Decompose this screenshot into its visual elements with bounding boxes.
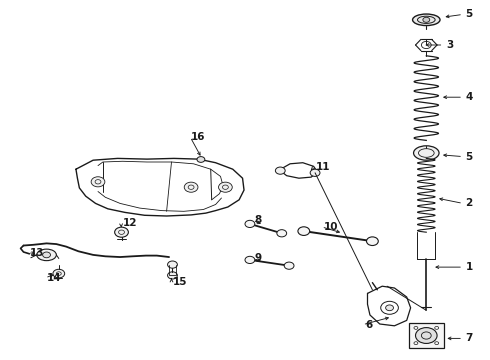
Text: 4: 4 — [466, 92, 473, 102]
Circle shape — [168, 272, 177, 279]
Circle shape — [43, 252, 50, 258]
Text: 10: 10 — [323, 222, 338, 232]
Text: 6: 6 — [365, 320, 372, 330]
Circle shape — [284, 262, 294, 269]
Circle shape — [91, 177, 105, 187]
Circle shape — [310, 169, 320, 176]
Circle shape — [53, 269, 65, 278]
Circle shape — [277, 230, 287, 237]
Circle shape — [115, 227, 128, 237]
Bar — [409, 323, 444, 348]
Circle shape — [298, 227, 310, 235]
Text: 15: 15 — [173, 276, 188, 287]
Ellipse shape — [414, 146, 439, 160]
Text: 8: 8 — [255, 215, 262, 225]
Text: 5: 5 — [466, 9, 473, 19]
Text: 11: 11 — [316, 162, 331, 172]
Circle shape — [245, 256, 255, 264]
Circle shape — [367, 237, 378, 246]
Text: 9: 9 — [255, 253, 262, 264]
Text: 13: 13 — [29, 248, 44, 258]
Text: 16: 16 — [191, 132, 206, 142]
Circle shape — [184, 182, 198, 192]
Ellipse shape — [413, 14, 440, 26]
Circle shape — [386, 305, 393, 311]
Text: 14: 14 — [47, 273, 61, 283]
Text: 7: 7 — [466, 333, 473, 343]
Ellipse shape — [37, 249, 56, 261]
Text: 3: 3 — [446, 40, 453, 50]
Text: 5: 5 — [466, 152, 473, 162]
Circle shape — [275, 167, 285, 174]
Text: 2: 2 — [466, 198, 473, 208]
Circle shape — [219, 182, 232, 192]
Circle shape — [168, 261, 177, 268]
Text: 1: 1 — [466, 262, 473, 272]
Circle shape — [245, 220, 255, 228]
Circle shape — [197, 157, 205, 162]
Circle shape — [423, 17, 430, 22]
Text: 12: 12 — [122, 218, 137, 228]
Circle shape — [416, 328, 437, 343]
